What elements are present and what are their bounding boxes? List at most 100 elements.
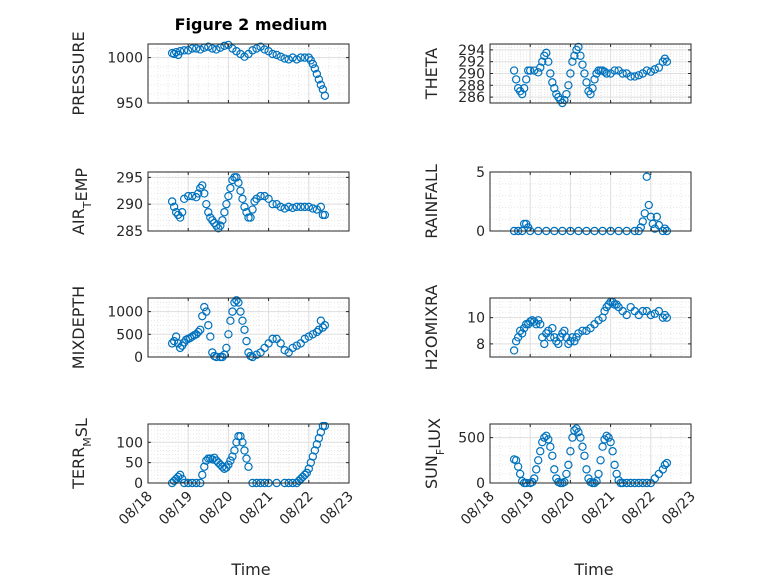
data-point-h2omixra: [509, 346, 519, 355]
data-point-mixdepth: [202, 307, 211, 316]
data-point-air-temp: [216, 221, 225, 230]
data-point-terr-msl: [175, 470, 185, 480]
data-point-theta: [519, 84, 529, 93]
data-point-air-temp: [200, 189, 209, 198]
data-point-terr-msl: [240, 446, 249, 455]
y-tick-label: 0: [134, 350, 143, 366]
data-point-h2omixra: [534, 316, 543, 325]
axes-box-h2omixra: [489, 297, 692, 358]
data-point-h2omixra: [548, 323, 557, 333]
data-point-mixdepth: [228, 307, 237, 316]
data-point-air-temp: [196, 183, 205, 193]
data-point-pressure: [314, 75, 324, 84]
data-point-air-temp: [284, 202, 293, 212]
data-point-mixdepth: [232, 296, 241, 305]
data-point-mixdepth: [268, 334, 277, 344]
data-point-theta: [570, 51, 579, 61]
data-point-pressure: [292, 55, 301, 64]
data-point-rainfall: [644, 200, 653, 210]
y-tick-label: 500: [116, 327, 143, 343]
data-point-theta: [534, 68, 543, 77]
data-point-air-temp: [300, 202, 309, 212]
data-point-sun-flux: [602, 431, 611, 440]
data-point-air-temp: [222, 199, 231, 209]
data-point-sun-flux: [606, 437, 615, 447]
data-point-pressure: [252, 44, 261, 53]
data-point-sun-flux: [604, 433, 613, 442]
data-point-air-temp: [212, 221, 221, 230]
data-point-mixdepth: [304, 332, 313, 341]
y-tick-label: 1000: [107, 305, 143, 321]
data-point-theta: [590, 75, 599, 84]
axes-box-sun-flux: [489, 423, 692, 484]
data-point-theta: [548, 78, 557, 87]
data-point-mixdepth: [288, 343, 297, 353]
data-point-theta: [542, 48, 551, 58]
data-point-rainfall: [648, 219, 658, 229]
data-point-pressure: [179, 46, 189, 55]
data-point-h2omixra: [570, 337, 579, 346]
data-point-theta: [550, 84, 559, 93]
data-point-terr-msl: [224, 460, 233, 469]
data-point-pressure: [308, 59, 318, 69]
subplot-air-temp: 285 290 295 AIRTEMP: [69, 168, 350, 240]
y-axis-label-terr-msl: TERRMSL: [69, 418, 94, 490]
y-tick-label: 5: [476, 165, 485, 181]
data-point-sun-flux: [608, 447, 617, 456]
data-point-h2omixra: [556, 333, 565, 342]
data-point-sun-flux: [658, 465, 668, 474]
data-point-theta: [626, 72, 635, 81]
data-point-h2omixra: [572, 333, 581, 342]
axes-box-air-temp: [147, 171, 350, 232]
data-point-terr-msl: [230, 446, 239, 455]
data-point-pressure: [276, 52, 285, 61]
data-point-sun-flux: [578, 442, 587, 451]
data-point-pressure: [268, 49, 277, 59]
data-point-mixdepth: [280, 345, 289, 355]
y-axis-label-pressure: PRESSURE: [69, 31, 88, 115]
data-point-air-temp: [206, 213, 215, 222]
data-point-theta: [610, 66, 619, 75]
data-point-sun-flux: [530, 474, 539, 483]
data-point-air-temp: [304, 202, 313, 212]
data-point-mixdepth: [320, 321, 330, 330]
data-point-mixdepth: [240, 325, 249, 334]
data-point-air-temp: [183, 191, 193, 201]
data-point-mixdepth: [194, 327, 203, 337]
data-point-air-temp: [194, 189, 203, 198]
data-point-theta: [582, 78, 591, 87]
data-point-pressure: [316, 80, 326, 90]
data-point-mixdepth: [234, 298, 243, 307]
data-point-pressure: [280, 54, 289, 63]
data-point-air-temp: [238, 194, 247, 204]
data-point-theta: [566, 69, 575, 78]
data-point-theta: [646, 67, 656, 76]
data-point-theta: [618, 69, 627, 78]
data-point-theta: [509, 66, 519, 75]
data-point-sun-flux: [564, 460, 573, 470]
data-point-mixdepth: [196, 325, 205, 334]
data-point-air-temp: [167, 197, 177, 206]
data-point-h2omixra: [511, 337, 521, 346]
figure-title: Figure 2 medium: [175, 15, 328, 34]
data-point-air-temp: [224, 191, 233, 201]
data-point-terr-msl: [226, 456, 235, 465]
axes-box-pressure: [147, 43, 350, 104]
data-point-mixdepth: [312, 327, 322, 337]
data-point-air-temp: [232, 173, 241, 182]
data-point-h2omixra: [612, 300, 621, 309]
y-tick-label: 8: [476, 337, 485, 353]
data-point-mixdepth: [292, 341, 301, 350]
data-point-theta: [562, 89, 571, 99]
data-point-mixdepth: [169, 336, 179, 346]
data-point-pressure: [260, 45, 269, 54]
data-point-air-temp: [256, 191, 265, 201]
data-point-air-temp: [280, 204, 289, 213]
data-point-air-temp: [276, 202, 285, 212]
data-point-terr-msl: [238, 438, 247, 447]
data-point-sun-flux: [594, 469, 603, 479]
data-point-theta: [634, 71, 643, 80]
y-tick-label: 288: [458, 78, 485, 94]
